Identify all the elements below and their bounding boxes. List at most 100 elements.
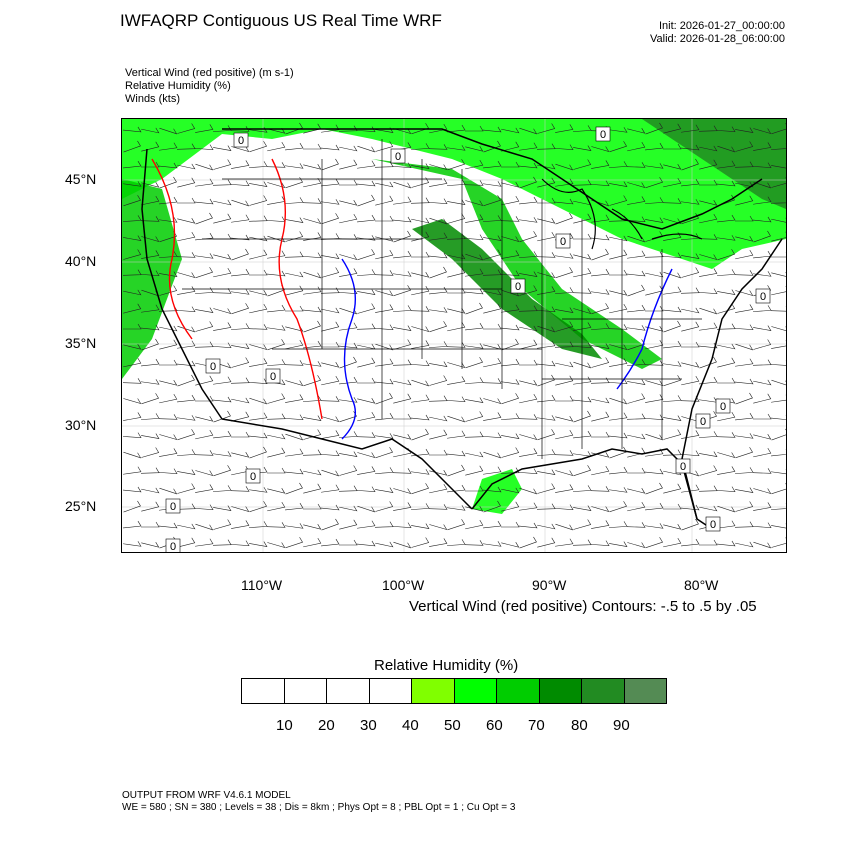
- wind-barb: [267, 542, 286, 548]
- wind-barb: [465, 451, 484, 458]
- wind-barb: [213, 410, 231, 423]
- wind-barb: [662, 449, 682, 456]
- wind-barb: [159, 196, 178, 205]
- wind-barb: [447, 179, 466, 186]
- wind-barb: [176, 252, 196, 258]
- wind-barb: [285, 163, 304, 169]
- wind-barb: [663, 340, 682, 349]
- wind-barb: [249, 501, 268, 513]
- wind-barb: [195, 287, 214, 294]
- wind-barb: [537, 537, 556, 548]
- wind-barb: [249, 181, 268, 187]
- wind-barb: [267, 339, 286, 351]
- wind-barb: [447, 464, 465, 477]
- wind-barb: [249, 344, 268, 350]
- wind-barb: [753, 181, 772, 189]
- wind-barb: [555, 144, 574, 150]
- wind-barb: [447, 159, 466, 171]
- wind-barb: [609, 161, 628, 168]
- wind-barb: [519, 162, 538, 169]
- contour-info: Vertical Wind (red positive) Contours: -…: [409, 598, 757, 615]
- wind-barb: [357, 505, 376, 513]
- contour-label-box: [755, 288, 771, 304]
- wind-barb: [645, 326, 664, 332]
- wind-barb: [555, 287, 574, 294]
- wind-barb: [519, 448, 538, 457]
- wind-barb: [177, 394, 196, 403]
- field-label-relative-humidity: Relative Humidity (%): [125, 80, 231, 92]
- wind-barb: [519, 196, 538, 205]
- wind-barb: [285, 448, 304, 457]
- wind-barb: [663, 123, 682, 134]
- wind-barb: [591, 160, 610, 169]
- wind-barb: [357, 452, 376, 458]
- wind-barb: [573, 396, 592, 403]
- wind-barb: [465, 146, 484, 152]
- field-label-winds: Winds (kts): [125, 93, 180, 105]
- wind-barb: [429, 217, 448, 225]
- wind-barb: [159, 217, 178, 223]
- wind-barb: [483, 140, 501, 153]
- wind-barb: [645, 468, 664, 475]
- wind-barb: [536, 252, 556, 258]
- wind-barb: [159, 285, 178, 296]
- great-lakes: [541, 178, 703, 250]
- wind-barb: [663, 320, 681, 333]
- wind-barb: [303, 232, 322, 241]
- wind-barb: [123, 357, 142, 368]
- wind-barb: [140, 467, 160, 474]
- wind-barb: [482, 378, 502, 384]
- wind-barb: [735, 141, 754, 152]
- wind-barb: [411, 537, 430, 548]
- wind-barb: [195, 144, 214, 150]
- wind-barb: [123, 466, 142, 475]
- wind-barb: [231, 323, 250, 330]
- wind-barb: [410, 306, 430, 312]
- wind-barb: [681, 450, 700, 456]
- wind-barb: [213, 213, 232, 224]
- labelbar-cell: [327, 679, 370, 703]
- wind-barb: [429, 341, 448, 348]
- wind-barb: [393, 181, 412, 189]
- wind-barb: [753, 447, 772, 458]
- wind-barb: [771, 340, 786, 349]
- wind-barb: [212, 288, 232, 294]
- wind-barb: [609, 501, 628, 513]
- wind-barb: [555, 321, 574, 332]
- wind-barb: [699, 307, 718, 315]
- wind-barb: [591, 343, 610, 349]
- wind-barb: [321, 484, 340, 493]
- wind-barb: [339, 411, 358, 423]
- wind-barb: [177, 429, 196, 441]
- wind-barb: [465, 411, 484, 422]
- wind-barb: [429, 123, 448, 134]
- wind-barb: [573, 430, 592, 439]
- wind-barb: [645, 339, 664, 350]
- wind-barb: [753, 393, 772, 404]
- wind-barb: [339, 539, 358, 546]
- wind-barb: [123, 344, 142, 350]
- wind-barb: [141, 413, 160, 420]
- wind-barb: [501, 161, 520, 168]
- us-map-plot: 0 0 0 0 0 0 0 0 0 0 0 0 0 0 0: [122, 119, 786, 552]
- wind-barb: [321, 341, 340, 348]
- wind-barb: [465, 159, 484, 170]
- wind-barb: [609, 249, 628, 260]
- wind-barb: [375, 378, 394, 385]
- wind-barb: [231, 431, 250, 438]
- wind-barb: [537, 197, 556, 204]
- wind-barb: [753, 325, 772, 331]
- wind-barb: [159, 339, 178, 350]
- wind-barb: [735, 541, 754, 548]
- wind-barb: [375, 467, 394, 474]
- wind-barb: [717, 411, 736, 422]
- wind-barb: [195, 523, 214, 531]
- wind-barb: [483, 357, 502, 368]
- wind-barb: [537, 469, 556, 475]
- wind-barb: [591, 180, 610, 186]
- wind-barb: [392, 359, 412, 366]
- wind-barb: [141, 236, 160, 242]
- wind-barb: [698, 125, 718, 132]
- wind-barb: [501, 250, 520, 259]
- wind-barb: [303, 415, 322, 421]
